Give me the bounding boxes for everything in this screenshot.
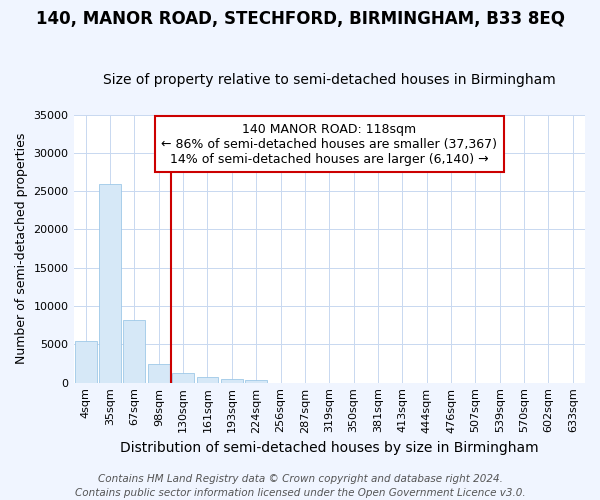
Bar (172, 374, 194, 382)
Bar (245, 380, 267, 382)
Bar (221, 379, 243, 382)
Text: 140, MANOR ROAD, STECHFORD, BIRMINGHAM, B33 8EQ: 140, MANOR ROAD, STECHFORD, BIRMINGHAM, … (35, 10, 565, 28)
Title: Size of property relative to semi-detached houses in Birmingham: Size of property relative to semi-detach… (103, 73, 556, 87)
Bar (75, 342, 97, 382)
Text: 140 MANOR ROAD: 118sqm
← 86% of semi-detached houses are smaller (37,367)
14% of: 140 MANOR ROAD: 118sqm ← 86% of semi-det… (161, 122, 497, 166)
Bar (124, 320, 145, 382)
X-axis label: Distribution of semi-detached houses by size in Birmingham: Distribution of semi-detached houses by … (120, 441, 539, 455)
Text: Contains HM Land Registry data © Crown copyright and database right 2024.
Contai: Contains HM Land Registry data © Crown c… (74, 474, 526, 498)
Bar (148, 364, 170, 382)
Y-axis label: Number of semi-detached properties: Number of semi-detached properties (15, 133, 28, 364)
Bar (99, 184, 121, 382)
Bar (197, 378, 218, 382)
